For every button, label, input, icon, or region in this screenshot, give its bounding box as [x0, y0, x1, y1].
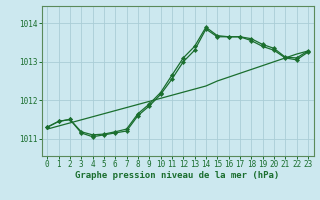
- X-axis label: Graphe pression niveau de la mer (hPa): Graphe pression niveau de la mer (hPa): [76, 171, 280, 180]
